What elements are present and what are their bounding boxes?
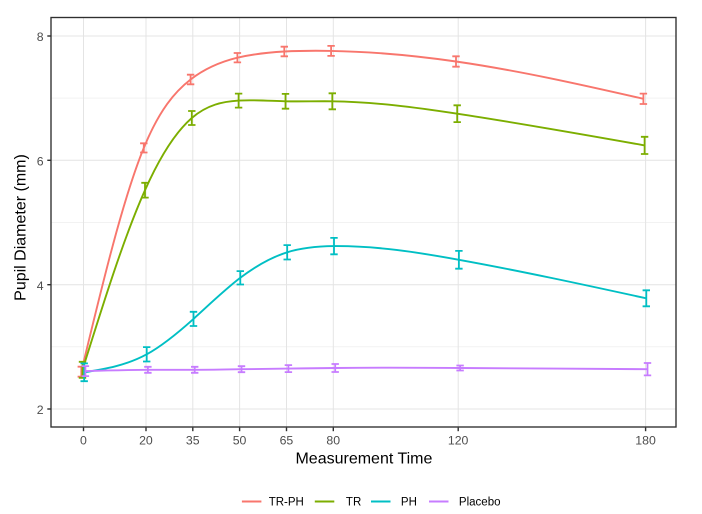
svg-text:4: 4 bbox=[37, 279, 44, 293]
svg-text:80: 80 bbox=[326, 434, 340, 448]
svg-text:65: 65 bbox=[280, 434, 294, 448]
svg-text:Measurement Time: Measurement Time bbox=[295, 450, 432, 467]
svg-text:Placebo: Placebo bbox=[459, 497, 501, 509]
svg-text:50: 50 bbox=[233, 434, 247, 448]
svg-text:Pupil Diameter (mm): Pupil Diameter (mm) bbox=[13, 154, 30, 301]
svg-text:20: 20 bbox=[139, 434, 153, 448]
svg-text:TR: TR bbox=[346, 497, 361, 509]
svg-text:120: 120 bbox=[448, 434, 469, 448]
svg-text:2: 2 bbox=[37, 403, 44, 417]
svg-text:0: 0 bbox=[80, 434, 87, 448]
svg-text:35: 35 bbox=[186, 434, 200, 448]
svg-text:6: 6 bbox=[37, 155, 44, 169]
svg-text:TR-PH: TR-PH bbox=[269, 497, 304, 509]
svg-text:PH: PH bbox=[401, 497, 417, 509]
svg-text:180: 180 bbox=[635, 434, 656, 448]
svg-text:8: 8 bbox=[37, 30, 44, 44]
